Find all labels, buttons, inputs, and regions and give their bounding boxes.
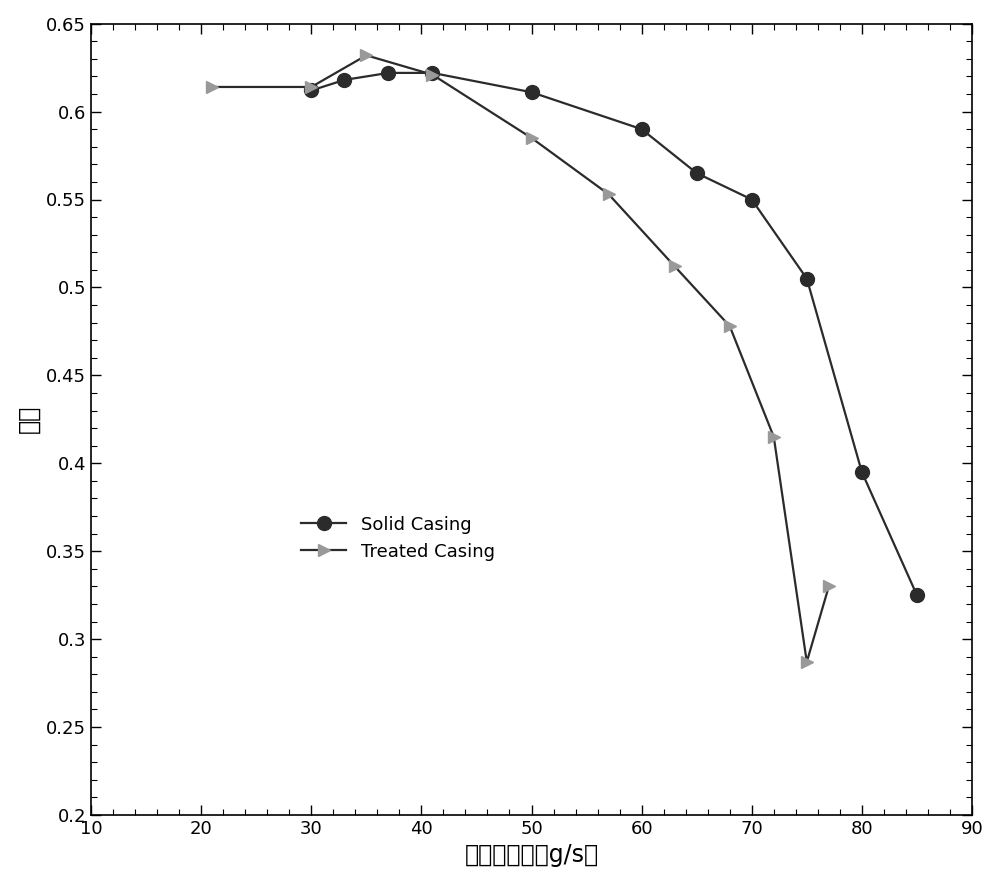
Treated Casing [206,81,218,92]
X-axis label: 质量流量／（g/s）: 质量流量／（g/s） [464,843,599,867]
Line: Solid Casing: Solid Casing [304,66,924,602]
Solid Casing [526,87,538,97]
Solid Casing [856,467,868,477]
Solid Casing [636,124,648,134]
Treated Casing [526,133,538,143]
Solid Casing [382,67,394,78]
Treated Casing [669,261,681,271]
Solid Casing [746,194,758,205]
Treated Casing [426,69,438,80]
Solid Casing [801,273,813,284]
Line: Treated Casing: Treated Casing [206,50,835,668]
Solid Casing [911,590,923,600]
Legend: Solid Casing, Treated Casing: Solid Casing, Treated Casing [294,508,502,568]
Solid Casing [691,168,703,179]
Treated Casing [823,581,835,591]
Solid Casing [305,85,317,95]
Y-axis label: 效率: 效率 [17,405,41,433]
Treated Casing [603,189,615,200]
Treated Casing [360,50,372,61]
Treated Casing [305,81,317,92]
Treated Casing [801,657,813,667]
Treated Casing [724,321,736,332]
Treated Casing [768,431,780,442]
Solid Casing [426,67,438,78]
Solid Casing [338,74,350,85]
